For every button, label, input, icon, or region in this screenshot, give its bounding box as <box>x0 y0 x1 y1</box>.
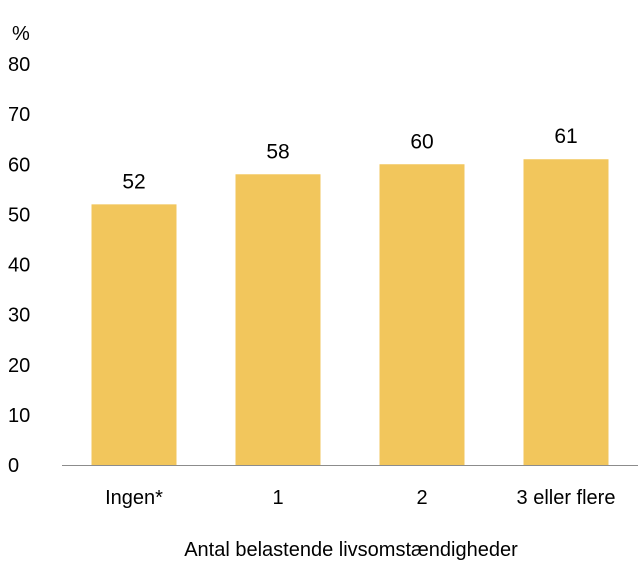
y-axis-ticks: 0 10 20 30 40 50 60 70 80 <box>8 54 30 477</box>
bar-3 <box>379 164 465 465</box>
y-tick-label: 50 <box>8 204 30 226</box>
y-tick-label: 60 <box>8 154 30 176</box>
bar-4 <box>523 159 609 466</box>
data-label: 61 <box>554 125 577 148</box>
bar-1 <box>91 204 177 465</box>
y-tick-label: 0 <box>8 455 19 477</box>
x-axis-title: Antal belastende livsomstændigheder <box>184 539 518 561</box>
data-labels: 52 58 60 61 <box>122 125 577 193</box>
y-tick-label: 30 <box>8 305 30 327</box>
y-tick-label: 20 <box>8 355 30 377</box>
y-tick-label: 40 <box>8 255 30 277</box>
y-tick-label: 80 <box>8 54 30 76</box>
y-axis-unit-label: % <box>12 23 30 45</box>
x-tick-label: 1 <box>272 487 283 509</box>
x-tick-label: 2 <box>416 487 427 509</box>
data-label: 52 <box>122 170 145 193</box>
data-label: 58 <box>266 140 289 163</box>
data-label: 60 <box>410 130 433 153</box>
x-axis-ticks: Ingen* 1 2 3 eller flere <box>105 487 615 509</box>
bars <box>91 159 609 466</box>
bar-2 <box>235 174 321 465</box>
y-tick-label: 10 <box>8 405 30 427</box>
y-tick-label: 70 <box>8 104 30 126</box>
x-tick-label: Ingen* <box>105 487 163 509</box>
x-tick-label: 3 eller flere <box>517 487 616 509</box>
